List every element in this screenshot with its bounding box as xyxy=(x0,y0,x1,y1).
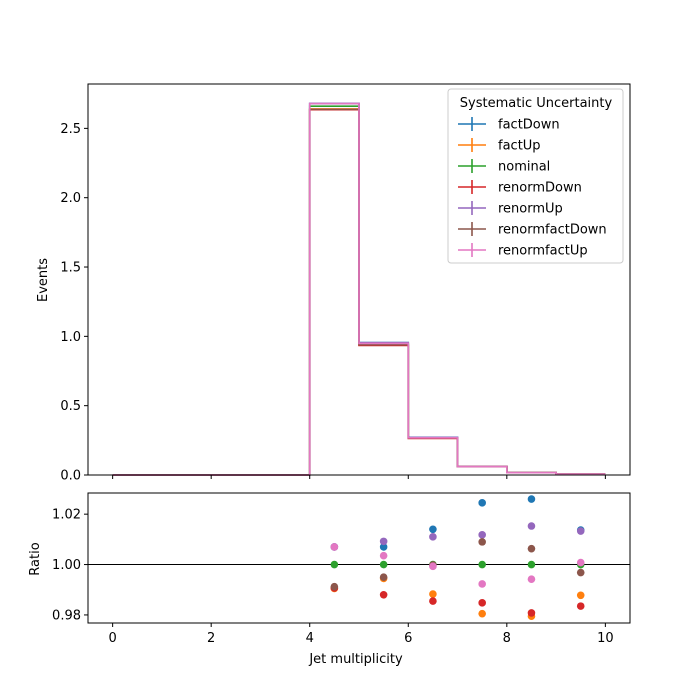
legend-entry-renormDown: renormDown xyxy=(458,180,582,196)
ratio-x-tick-label: 8 xyxy=(503,631,511,646)
ratio-point-nominal xyxy=(478,560,486,569)
ratio-point-renormfactUp xyxy=(478,580,486,588)
ratio-y-tick-label: 1.00 xyxy=(52,558,81,573)
ratio-y-tick-label: 1.02 xyxy=(52,508,81,523)
legend-entry-nominal: nominal xyxy=(458,159,550,175)
ratio-point-factUp xyxy=(429,590,437,598)
ratio-point-renormfactDown xyxy=(478,538,486,546)
ratio-points-group xyxy=(330,495,585,620)
main-y-ticks: 0.0 0.5 1.0 1.5 2.0 2.5 xyxy=(60,122,88,484)
ratio-point-factDown xyxy=(379,543,388,551)
ratio-point-renormUp xyxy=(527,522,536,530)
ratio-point-renormfactDown xyxy=(576,568,585,577)
ratio-point-factDown xyxy=(478,499,486,507)
legend-entry-factUp: factUp xyxy=(458,138,541,154)
ratio-point-renormUp xyxy=(379,537,388,546)
legend-label: renormfactDown xyxy=(498,223,607,238)
legend-label: renormDown xyxy=(498,181,582,196)
ratio-y-ticks: 0.98 1.00 1.02 xyxy=(52,508,88,623)
ratio-point-renormUp xyxy=(576,527,585,535)
main-y-tick-label: 0.5 xyxy=(60,399,81,414)
ratio-axes-frame xyxy=(87,492,631,624)
ratio-panel: 0 2 4 6 8 10 0.98 1.00 1.02 Ratio Jet multiplic… xyxy=(28,492,631,667)
main-y-tick-label: 0.0 xyxy=(60,469,81,484)
ratio-point-renormDown xyxy=(527,609,536,617)
ratio-point-nominal xyxy=(527,560,536,569)
legend-entries: factDown factUp nominal renormDown renormUp r… xyxy=(458,117,607,259)
main-y-tick-label: 1.0 xyxy=(60,330,81,345)
main-y-axis-label: Events xyxy=(36,258,51,302)
ratio-point-factUp xyxy=(478,609,486,618)
main-y-tick-label: 2.0 xyxy=(60,191,81,206)
ratio-point-renormfactUp xyxy=(576,558,585,567)
ratio-point-nominal xyxy=(330,560,339,569)
main-axes-frame xyxy=(87,83,631,476)
legend-box xyxy=(447,88,624,264)
legend-entry-renormfactUp: renormfactUp xyxy=(458,243,588,259)
ratio-point-factUp xyxy=(576,591,585,600)
ratio-point-renormfactUp xyxy=(379,551,388,560)
legend-entry-renormUp: renormUp xyxy=(458,201,563,217)
legend-label: renormUp xyxy=(498,202,563,217)
ratio-point-renormDown xyxy=(478,599,486,607)
main-y-tick-label: 2.5 xyxy=(60,122,81,137)
ratio-point-renormfactDown xyxy=(330,582,339,591)
ratio-point-nominal xyxy=(379,560,388,569)
ratio-point-renormfactUp xyxy=(330,543,339,551)
ratio-x-tick-label: 6 xyxy=(404,631,412,646)
ratio-x-tick-label: 4 xyxy=(306,631,314,646)
ratio-point-renormDown xyxy=(576,602,585,610)
ratio-point-renormUp xyxy=(478,531,486,539)
legend-title: Systematic Uncertainty xyxy=(460,96,613,111)
ratio-x-tick-label: 10 xyxy=(597,631,614,646)
legend-label: renormfactUp xyxy=(498,244,588,259)
ratio-x-tick-label: 0 xyxy=(108,631,116,646)
ratio-point-renormDown xyxy=(429,597,437,605)
main-y-tick-label: 1.5 xyxy=(60,261,81,276)
legend-label: factDown xyxy=(498,118,560,133)
ratio-y-tick-label: 0.98 xyxy=(52,608,81,623)
legend-label: nominal xyxy=(498,160,550,175)
ratio-point-renormDown xyxy=(379,590,388,599)
ratio-x-tick-label: 2 xyxy=(207,631,215,646)
legend-entry-factDown: factDown xyxy=(458,117,560,133)
main-panel: 0.0 0.5 1.0 1.5 2.0 2.5 Events xyxy=(36,83,631,484)
ratio-point-renormfactUp xyxy=(429,562,437,571)
x-axis-label: Jet multiplicity xyxy=(308,652,403,667)
ratio-point-factDown xyxy=(527,495,536,503)
ratio-point-renormfactDown xyxy=(527,544,536,553)
main-x-ticks xyxy=(112,475,606,479)
legend: Systematic Uncertainty factDown factUp nom… xyxy=(447,88,624,264)
ratio-point-renormfactUp xyxy=(527,575,536,583)
ratio-y-axis-label: Ratio xyxy=(28,542,43,575)
legend-entry-renormfactDown: renormfactDown xyxy=(458,222,607,238)
ratio-x-ticks: 0 2 4 6 8 10 xyxy=(108,623,614,646)
legend-label: factUp xyxy=(498,139,541,154)
ratio-point-factDown xyxy=(429,525,437,534)
ratio-point-renormfactDown xyxy=(379,573,388,581)
ratio-point-renormUp xyxy=(429,533,437,541)
